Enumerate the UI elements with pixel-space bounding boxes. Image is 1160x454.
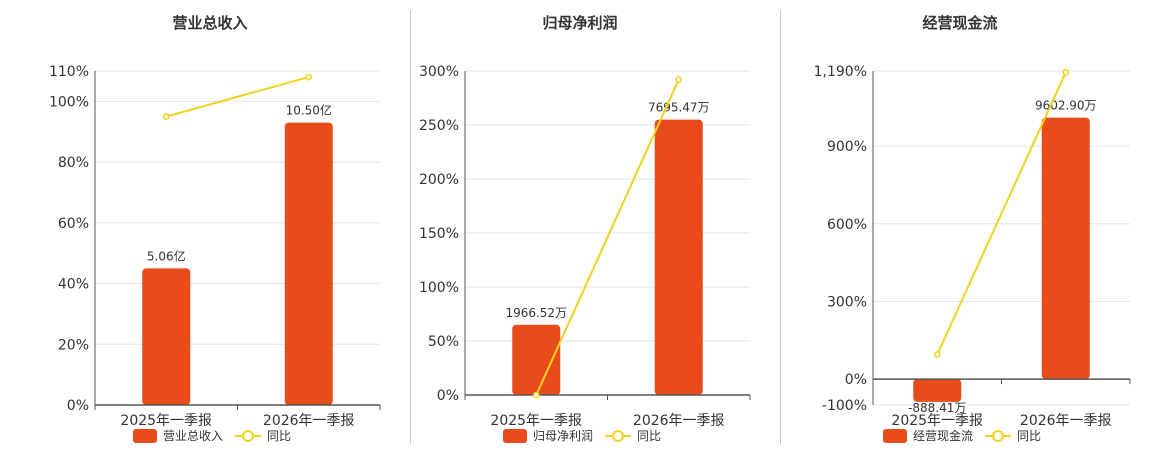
legend-label: 营业总收入	[163, 429, 223, 443]
x-tick-label: 2026年一季报	[1020, 413, 1112, 429]
y-tick-label: 50%	[428, 334, 459, 350]
y-tick-label: 300%	[827, 294, 867, 310]
legend-label: 归母净利润	[533, 429, 593, 443]
y-tick-label: 100%	[419, 280, 459, 296]
bar-value-label: 1966.52万	[505, 306, 567, 320]
bar	[142, 268, 191, 405]
y-tick-label: 900%	[827, 139, 867, 155]
y-tick-label: 0%	[437, 388, 459, 404]
y-tick-label: 0%	[845, 372, 867, 388]
y-tick-label: 150%	[419, 226, 459, 242]
bar	[1041, 117, 1090, 380]
bar	[512, 324, 561, 395]
y-tick-label: 60%	[58, 216, 89, 232]
legend-label: 同比	[267, 429, 291, 443]
series-line	[535, 79, 680, 396]
bar-value-label: 5.06亿	[147, 248, 186, 263]
y-tick-label: 0%	[67, 398, 89, 414]
y-tick-label: 110%	[49, 64, 89, 80]
y-tick-label: 600%	[827, 217, 867, 233]
series-point	[675, 76, 683, 83]
legend-label: 经营现金流	[913, 428, 973, 443]
panel-divider-2	[780, 10, 781, 444]
y-tick-label: 250%	[419, 118, 459, 134]
legend-label: 同比	[637, 429, 661, 443]
series-point	[1062, 68, 1070, 76]
bar-value-label: 9602.90万	[1035, 99, 1097, 113]
x-tick-label: 2026年一季报	[263, 413, 355, 429]
x-tick-label: 2025年一季报	[120, 413, 212, 429]
y-tick-label: 200%	[419, 172, 459, 188]
y-tick-label: 80%	[58, 155, 89, 171]
legend-swatch-bar	[133, 429, 157, 443]
series-line	[165, 76, 310, 118]
chart-title: 经营现金流	[922, 14, 997, 32]
legend-swatch-bar	[883, 429, 907, 443]
legend-swatch-bar	[503, 429, 527, 443]
legend-swatch-point	[242, 430, 254, 442]
y-tick-label: -100%	[822, 398, 867, 414]
y-tick-label: 40%	[58, 277, 89, 293]
series-point	[162, 113, 170, 120]
x-tick-label: 2025年一季报	[490, 413, 582, 429]
y-tick-label: 100%	[49, 94, 89, 110]
bar	[284, 122, 333, 406]
bar-value-label: -888.41万	[908, 401, 966, 415]
y-tick-label: 300%	[419, 64, 459, 80]
chart-title: 归母净利润	[542, 14, 617, 32]
series-point	[305, 73, 313, 81]
legend-label: 同比	[1017, 429, 1041, 443]
panel-divider-1	[410, 10, 411, 444]
bar	[654, 119, 703, 395]
bar-value-label: 7695.47万	[648, 101, 710, 115]
series-point	[933, 351, 941, 358]
y-tick-label: 20%	[58, 337, 89, 353]
legend-swatch-point	[612, 430, 624, 442]
series-point	[532, 391, 540, 399]
legend-swatch-point	[992, 430, 1004, 442]
bar-value-label: 10.50亿	[286, 103, 332, 118]
x-tick-label: 2026年一季报	[633, 413, 725, 429]
y-tick-label: 1,190%	[814, 64, 867, 80]
series-line	[936, 71, 1067, 355]
bar	[913, 379, 962, 402]
x-tick-label: 2025年一季报	[891, 413, 983, 429]
chart-title: 营业总收入	[172, 14, 247, 32]
